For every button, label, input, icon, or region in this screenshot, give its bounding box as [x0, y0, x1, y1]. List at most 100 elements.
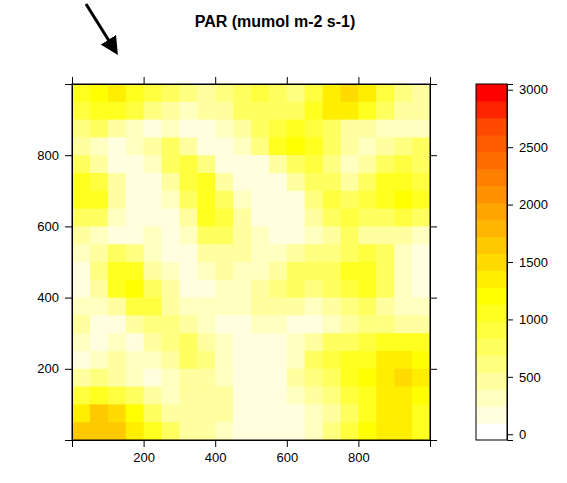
- x-axis-top: [73, 77, 431, 85]
- cell: [394, 244, 413, 262]
- cell: [269, 369, 288, 387]
- cell: [179, 404, 198, 422]
- cell: [251, 137, 270, 155]
- cell: [126, 155, 145, 173]
- cell: [162, 298, 181, 316]
- cell: [305, 387, 324, 405]
- cell: [90, 387, 109, 405]
- tick: [430, 155, 437, 156]
- cell: [341, 84, 360, 102]
- cell: [269, 137, 288, 155]
- tick-mark: [144, 77, 145, 84]
- cell: [323, 191, 342, 209]
- cell: [90, 244, 109, 262]
- cell: [269, 315, 288, 333]
- cell: [233, 191, 252, 209]
- cell: [144, 262, 163, 280]
- cell: [269, 209, 288, 227]
- cell: [269, 404, 288, 422]
- cell: [144, 298, 163, 316]
- cell: [287, 333, 306, 351]
- cell: [358, 155, 377, 173]
- cell: [108, 262, 127, 280]
- cell: [358, 262, 377, 280]
- cell: [412, 404, 430, 422]
- cell: [197, 137, 216, 155]
- cell: [233, 280, 252, 298]
- cell: [287, 191, 306, 209]
- cell: [358, 173, 377, 191]
- tick: [430, 369, 437, 370]
- tick-label: 500: [519, 369, 541, 384]
- colorbar-band: [476, 389, 507, 406]
- cell: [90, 173, 109, 191]
- cell: [108, 315, 127, 333]
- cell: [233, 298, 252, 316]
- colorbar-band: [476, 321, 507, 338]
- cell: [287, 173, 306, 191]
- cell: [179, 369, 198, 387]
- tick: [215, 77, 216, 84]
- cell: [215, 369, 234, 387]
- tick-label: 400: [37, 290, 59, 305]
- tick-label: 0: [519, 427, 526, 442]
- cell: [412, 173, 430, 191]
- cell: [179, 173, 198, 191]
- cell: [126, 404, 145, 422]
- tick: 400: [205, 440, 227, 465]
- cell: [90, 226, 109, 244]
- cell: [90, 155, 109, 173]
- cell: [341, 351, 360, 369]
- cell: [126, 102, 145, 120]
- cell: [376, 404, 395, 422]
- cell: [162, 315, 181, 333]
- cell: [287, 298, 306, 316]
- tick-mark: [358, 77, 359, 84]
- cell: [323, 369, 342, 387]
- cell: [341, 280, 360, 298]
- cell: [251, 120, 270, 138]
- cell: [108, 404, 127, 422]
- cell: [412, 84, 430, 102]
- cell: [287, 369, 306, 387]
- colorbar: [476, 84, 507, 441]
- cell: [215, 280, 234, 298]
- tick: [358, 77, 359, 84]
- cell: [108, 298, 127, 316]
- cell: [412, 191, 430, 209]
- cell: [305, 120, 324, 138]
- cell: [251, 280, 270, 298]
- colorbar-band: [476, 254, 507, 271]
- cell: [90, 315, 109, 333]
- tick: 200: [133, 440, 155, 465]
- cell: [197, 84, 216, 102]
- tick: 200: [37, 361, 72, 376]
- cell: [162, 120, 181, 138]
- cell: [144, 226, 163, 244]
- cell: [179, 209, 198, 227]
- tick-label: 3000: [519, 82, 548, 97]
- tick-mark: [507, 377, 513, 378]
- cell: [179, 280, 198, 298]
- cell: [233, 84, 252, 102]
- colorbar-band: [476, 203, 507, 220]
- cell: [162, 351, 181, 369]
- axis-line: [73, 77, 431, 85]
- cell: [412, 244, 430, 262]
- cell: [108, 137, 127, 155]
- tick-label: 2500: [519, 140, 548, 155]
- cell: [323, 102, 342, 120]
- colorbar-axis: 050010001500200025003000: [507, 82, 548, 442]
- colorbar-axis-line: [508, 85, 514, 441]
- cell: [72, 369, 91, 387]
- cell: [269, 387, 288, 405]
- cell: [215, 315, 234, 333]
- cell: [341, 155, 360, 173]
- cell: [376, 102, 395, 120]
- tick: [144, 77, 145, 84]
- cell: [90, 137, 109, 155]
- cell: [251, 315, 270, 333]
- tick-mark: [358, 440, 359, 447]
- cell: [269, 422, 288, 440]
- cell: [376, 155, 395, 173]
